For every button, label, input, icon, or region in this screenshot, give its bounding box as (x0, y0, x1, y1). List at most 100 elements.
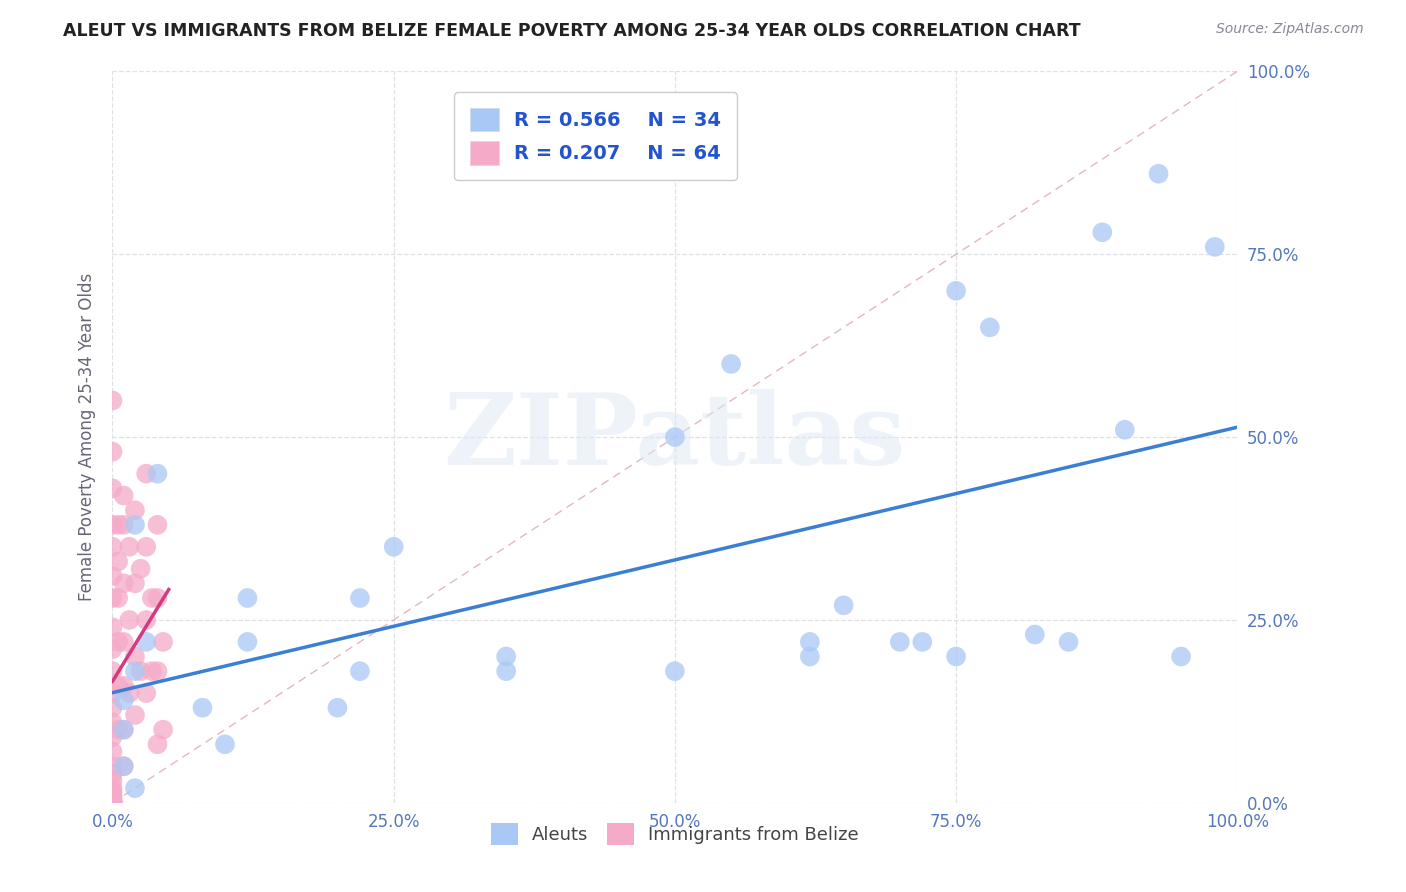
Point (1114, 423, 1136, 437)
Point (101, 745, 124, 759)
Point (101, 759, 124, 773)
Point (124, 576, 146, 591)
Legend: Aleuts, Immigrants from Belize: Aleuts, Immigrants from Belize (484, 816, 866, 852)
Point (495, 664, 517, 678)
Point (112, 679, 135, 693)
Point (101, 795, 124, 809)
Text: ZIPatlas: ZIPatlas (444, 389, 905, 485)
Point (101, 591, 124, 605)
Point (664, 430, 686, 444)
Point (101, 792, 124, 806)
Point (124, 781, 146, 796)
Point (124, 649, 146, 664)
Point (101, 794, 124, 808)
Point (799, 635, 821, 649)
Point (118, 613, 141, 627)
Point (664, 664, 686, 678)
Point (112, 693, 135, 707)
Point (101, 642, 124, 657)
Point (141, 664, 163, 678)
Point (112, 489, 135, 503)
Point (191, 700, 214, 714)
Point (146, 591, 169, 605)
Point (112, 759, 135, 773)
Point (141, 591, 163, 605)
Point (101, 789, 124, 804)
Point (101, 794, 124, 808)
Point (101, 785, 124, 799)
Point (118, 540, 141, 554)
Point (146, 737, 169, 751)
Point (889, 635, 911, 649)
Point (101, 620, 124, 634)
Point (129, 664, 152, 678)
Point (945, 649, 967, 664)
Point (146, 517, 169, 532)
Point (112, 723, 135, 737)
Point (945, 284, 967, 298)
Point (135, 540, 157, 554)
Point (118, 686, 141, 700)
Point (135, 635, 157, 649)
Point (124, 503, 146, 517)
Point (101, 795, 124, 809)
Point (236, 591, 259, 605)
Point (124, 517, 146, 532)
Point (236, 635, 259, 649)
Point (349, 591, 371, 605)
Point (101, 795, 124, 809)
Point (101, 444, 124, 458)
Point (349, 664, 371, 678)
Point (112, 576, 135, 591)
Point (101, 781, 124, 796)
Point (1204, 240, 1226, 254)
Point (382, 540, 405, 554)
Point (979, 320, 1001, 334)
Point (112, 759, 135, 773)
Point (101, 664, 124, 678)
Point (135, 467, 157, 481)
Point (1091, 225, 1114, 239)
Point (112, 635, 135, 649)
Point (107, 679, 129, 693)
Point (1170, 649, 1192, 664)
Point (107, 723, 129, 737)
Point (832, 599, 855, 613)
Point (107, 554, 129, 568)
Point (146, 664, 169, 678)
Point (1147, 167, 1170, 181)
Point (101, 795, 124, 809)
Point (101, 393, 124, 408)
Point (101, 540, 124, 554)
Point (124, 664, 146, 678)
Point (107, 591, 129, 605)
Point (152, 723, 174, 737)
Point (135, 686, 157, 700)
Point (101, 795, 124, 809)
Point (101, 517, 124, 532)
Point (720, 357, 742, 371)
Point (101, 789, 124, 803)
Point (101, 481, 124, 495)
Point (495, 649, 517, 664)
Point (146, 467, 169, 481)
Text: Source: ZipAtlas.com: Source: ZipAtlas.com (1216, 22, 1364, 37)
Point (799, 649, 821, 664)
Point (101, 773, 124, 788)
Point (129, 562, 152, 576)
Point (112, 517, 135, 532)
Point (135, 613, 157, 627)
Point (112, 723, 135, 737)
Point (101, 700, 124, 714)
Point (101, 715, 124, 730)
Point (911, 635, 934, 649)
Point (326, 700, 349, 714)
Point (101, 569, 124, 583)
Point (1024, 627, 1046, 641)
Point (152, 635, 174, 649)
Point (101, 730, 124, 744)
Point (101, 766, 124, 780)
Point (1057, 635, 1080, 649)
Point (214, 737, 236, 751)
Point (124, 708, 146, 723)
